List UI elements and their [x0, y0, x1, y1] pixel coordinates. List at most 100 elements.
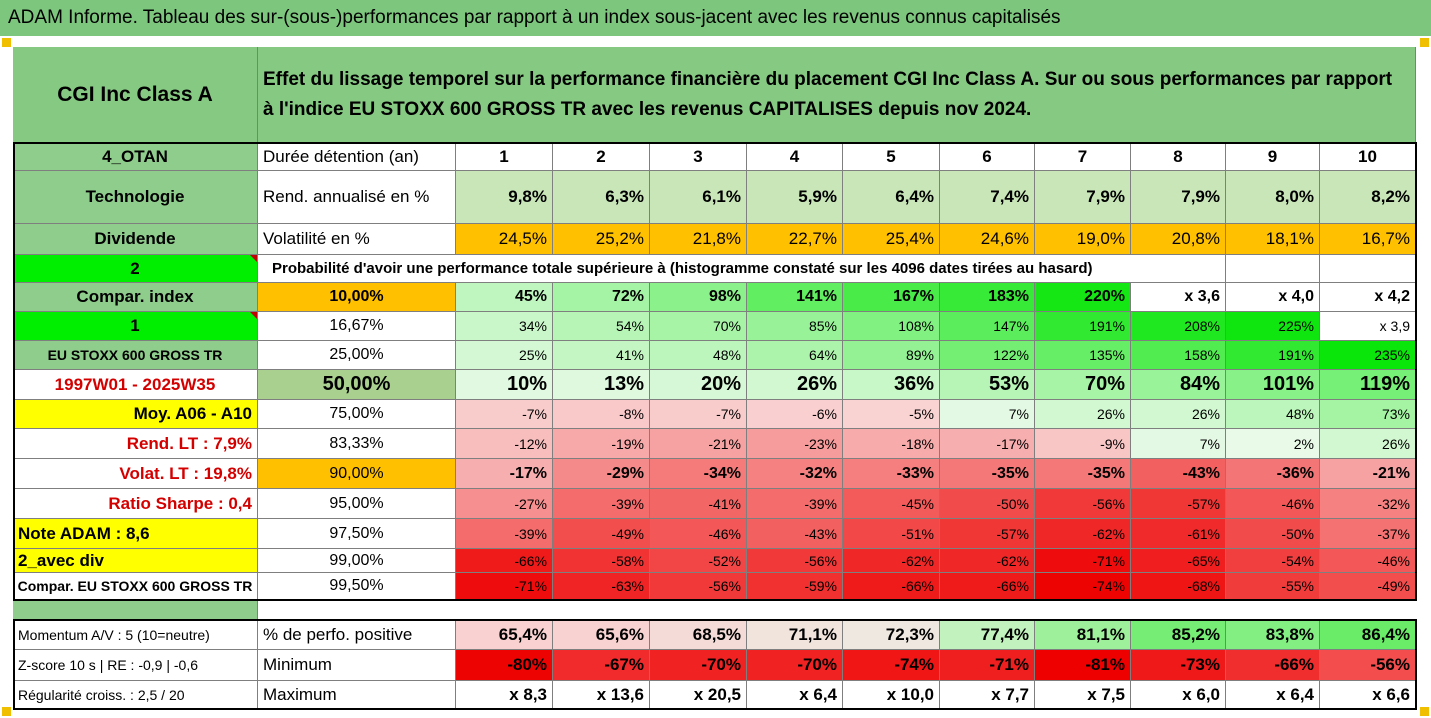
- quantile-value-cell: 26%: [1131, 400, 1226, 429]
- long-term-volatility-label: Volat. LT : 19,8%: [13, 459, 258, 489]
- quantile-value-cell: 10%: [456, 370, 553, 400]
- index-name-label: EU STOXX 600 GROSS TR: [13, 341, 258, 370]
- probability-title: Probabilité d'avoir une performance tota…: [258, 255, 1226, 283]
- stats-value-cell: 71,1%: [747, 620, 843, 650]
- stats-side-label: Z-score 10 s | RE : -0,9 | -0,6: [13, 650, 258, 681]
- quantile-value-cell: 26%: [1035, 400, 1131, 429]
- year-header: 5: [843, 143, 940, 171]
- annual-return-cell: 8,0%: [1226, 171, 1320, 224]
- quantile-value-cell: -49%: [1320, 573, 1416, 600]
- quantile-value-cell: 20%: [650, 370, 747, 400]
- quantile-value-cell: -6%: [747, 400, 843, 429]
- quantile-value-cell: -37%: [1320, 519, 1416, 549]
- quantile-value-cell: -62%: [940, 549, 1035, 573]
- stats-value-cell: 85,2%: [1131, 620, 1226, 650]
- compare-index-name-label: Compar. EU STOXX 600 GROSS TR: [13, 573, 258, 600]
- dividend-option-label: 2_avec div: [13, 549, 258, 573]
- quantile-value-cell: 48%: [650, 341, 747, 370]
- quantile-value-cell: 7%: [1131, 429, 1226, 459]
- quantile-value-cell: -56%: [650, 573, 747, 600]
- quantile-value-cell: 158%: [1131, 341, 1226, 370]
- quantile-value-cell: -36%: [1226, 459, 1320, 489]
- quantile-value-cell: -46%: [1226, 489, 1320, 519]
- quantile-value-cell: -66%: [456, 549, 553, 573]
- comment-marker-icon: [250, 312, 257, 319]
- quantile-value-cell: -19%: [553, 429, 650, 459]
- quantile-value-cell: -56%: [747, 549, 843, 573]
- option-selector: 1: [13, 312, 258, 341]
- quantile-value-cell: 98%: [650, 283, 747, 312]
- quantile-value-cell: 70%: [1035, 370, 1131, 400]
- quantile-level: 25,00%: [258, 341, 456, 370]
- quantile-value-cell: 7%: [940, 400, 1035, 429]
- quantile-value-cell: 220%: [1035, 283, 1131, 312]
- quantile-value-cell: -32%: [747, 459, 843, 489]
- quantile-value-cell: -5%: [843, 400, 940, 429]
- stats-value-cell: x 20,5: [650, 681, 747, 709]
- stats-value-cell: x 6,4: [1226, 681, 1320, 709]
- returns-label: Rend. annualisé en %: [258, 171, 456, 224]
- quantile-value-cell: 108%: [843, 312, 940, 341]
- quantile-value-cell: -50%: [1226, 519, 1320, 549]
- stats-value-cell: x 6,4: [747, 681, 843, 709]
- comment-marker-icon: [250, 255, 257, 262]
- stats-label: % de perfo. positive: [258, 620, 456, 650]
- stats-value-cell: 77,4%: [940, 620, 1035, 650]
- quantile-value-cell: x 3,6: [1131, 283, 1226, 312]
- quantile-value-cell: -34%: [650, 459, 747, 489]
- quantile-value-cell: 101%: [1226, 370, 1320, 400]
- stats-value-cell: -70%: [747, 650, 843, 681]
- year-header: 4: [747, 143, 843, 171]
- year-header: 10: [1320, 143, 1416, 171]
- stats-value-cell: -80%: [456, 650, 553, 681]
- volatility-cell: 20,8%: [1131, 224, 1226, 255]
- quantile-value-cell: 235%: [1320, 341, 1416, 370]
- quantile-value-cell: 225%: [1226, 312, 1320, 341]
- quantile-value-cell: -74%: [1035, 573, 1131, 600]
- annual-return-cell: 7,9%: [1035, 171, 1131, 224]
- stats-value-cell: -70%: [650, 650, 747, 681]
- stats-side-label: Momentum A/V : 5 (10=neutre): [13, 620, 258, 650]
- quantile-value-cell: -56%: [1035, 489, 1131, 519]
- option-selector: 2: [13, 255, 258, 283]
- quantile-value-cell: 147%: [940, 312, 1035, 341]
- volatility-cell: 21,8%: [650, 224, 747, 255]
- quantile-value-cell: 191%: [1035, 312, 1131, 341]
- quantile-value-cell: 119%: [1320, 370, 1416, 400]
- quantile-value-cell: -27%: [456, 489, 553, 519]
- quantile-value-cell: -43%: [1131, 459, 1226, 489]
- quantile-value-cell: 34%: [456, 312, 553, 341]
- empty-cell: [1226, 255, 1320, 283]
- spacer-cell: [258, 600, 1416, 620]
- quantile-level: 83,33%: [258, 429, 456, 459]
- quantile-value-cell: -46%: [1320, 549, 1416, 573]
- corner-bullet-icon: [1420, 707, 1429, 716]
- quantile-value-cell: 26%: [747, 370, 843, 400]
- dividend-label: Dividende: [13, 224, 258, 255]
- quantile-value-cell: -62%: [1035, 519, 1131, 549]
- stats-value-cell: 65,4%: [456, 620, 553, 650]
- quantile-value-cell: -57%: [1131, 489, 1226, 519]
- quantile-value-cell: -32%: [1320, 489, 1416, 519]
- quantile-value-cell: -63%: [553, 573, 650, 600]
- quantile-level: 90,00%: [258, 459, 456, 489]
- stats-value-cell: 72,3%: [843, 620, 940, 650]
- quantile-value-cell: 89%: [843, 341, 940, 370]
- quantile-value-cell: -46%: [650, 519, 747, 549]
- stats-value-cell: x 13,6: [553, 681, 650, 709]
- quantile-value-cell: 70%: [650, 312, 747, 341]
- volatility-cell: 24,5%: [456, 224, 553, 255]
- stats-value-cell: -81%: [1035, 650, 1131, 681]
- annual-return-cell: 7,9%: [1131, 171, 1226, 224]
- report-banner: ADAM Informe. Tableau des sur-(sous-)per…: [0, 0, 1431, 36]
- quantile-value-cell: 41%: [553, 341, 650, 370]
- quantile-value-cell: 26%: [1320, 429, 1416, 459]
- quantile-value-cell: -33%: [843, 459, 940, 489]
- quantile-value-cell: 167%: [843, 283, 940, 312]
- quantile-level: 10,00%: [258, 283, 456, 312]
- quantile-value-cell: -17%: [456, 459, 553, 489]
- stats-value-cell: -66%: [1226, 650, 1320, 681]
- quantile-value-cell: -39%: [456, 519, 553, 549]
- stats-value-cell: x 6,0: [1131, 681, 1226, 709]
- annual-return-cell: 8,2%: [1320, 171, 1416, 224]
